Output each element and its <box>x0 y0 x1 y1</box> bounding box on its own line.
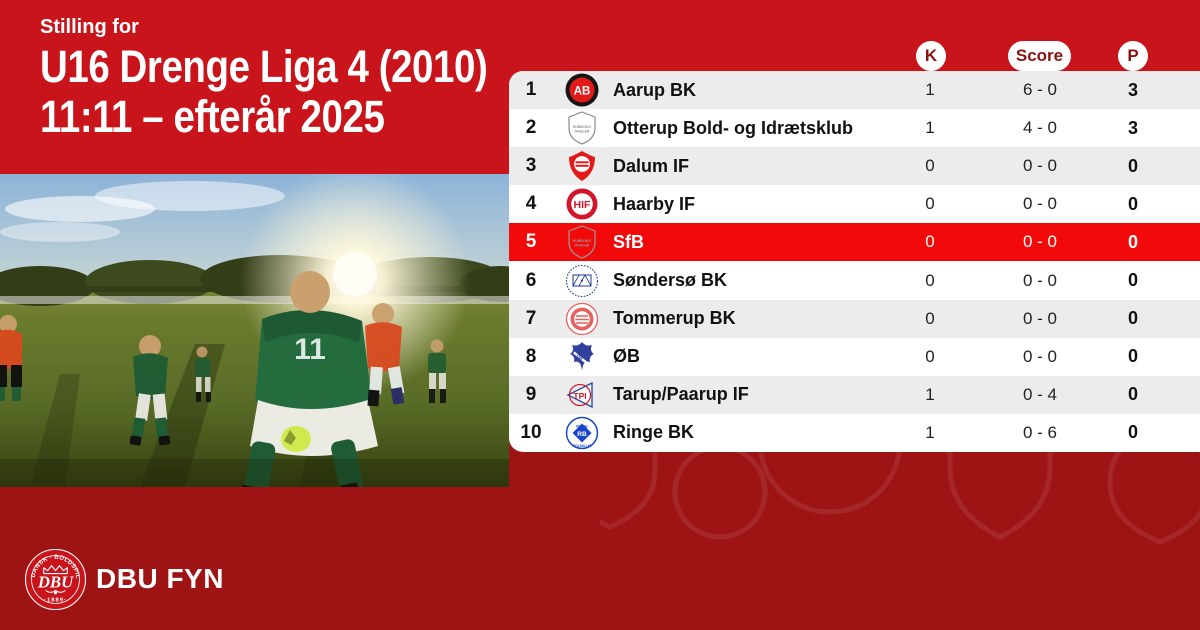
svg-text:DBU: DBU <box>37 572 74 591</box>
svg-text:·1889·: ·1889· <box>44 598 67 604</box>
